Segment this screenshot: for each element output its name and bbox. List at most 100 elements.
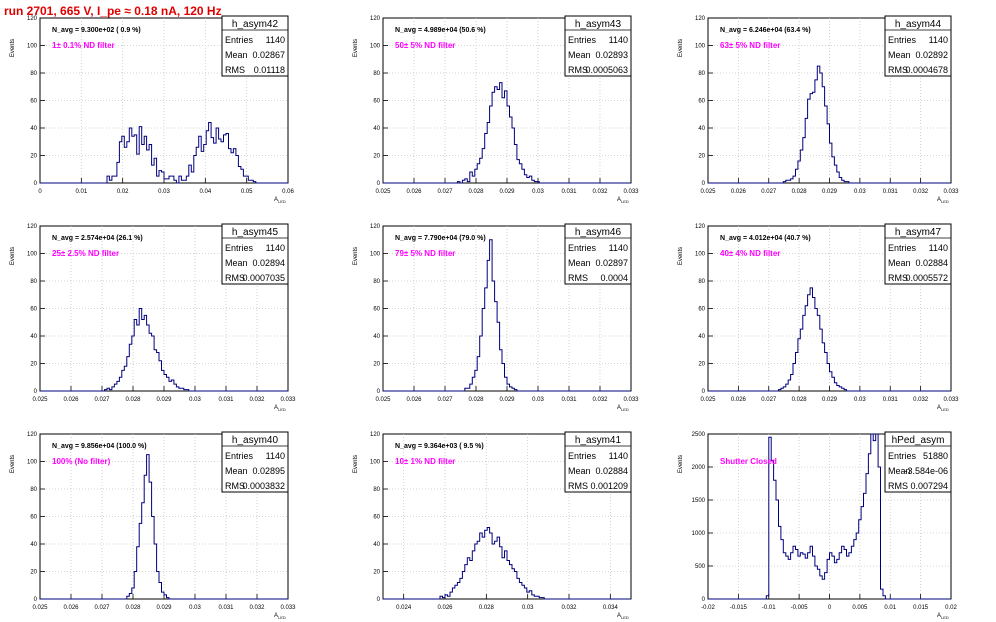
stats-box <box>564 15 632 77</box>
stat-value: 1140 <box>609 35 628 45</box>
stat-value: 1140 <box>266 243 285 253</box>
stat-value: 0.02892 <box>915 50 948 60</box>
x-tick-label: 0.029 <box>499 189 515 195</box>
stat-label: RMS <box>568 273 588 283</box>
y-tick-label: 60 <box>373 515 380 521</box>
stat-value: 0.02893 <box>595 50 628 60</box>
x-tick-label: 0.025 <box>375 397 391 403</box>
histogram-panel-h_asym40: 0.025 0.026 0.027 0.028 0.029 0.03 0.031 0.032 0… <box>10 431 296 620</box>
stats-box <box>221 15 289 77</box>
y-tick-label: 120 <box>27 432 38 438</box>
x-axis-label: A <box>274 613 278 619</box>
navg-label: N_avg = 4.012e+04 (40.7 %) <box>720 235 811 242</box>
y-tick-label: 40 <box>698 334 705 340</box>
navg-label: N_avg = 4.989e+04 (50.6 %) <box>395 27 486 34</box>
stat-value: 0.02884 <box>915 258 948 268</box>
stats-box <box>564 431 632 493</box>
y-tick-label: 120 <box>27 16 38 22</box>
y-tick-label: 80 <box>30 487 37 493</box>
stat-value: 0.0007035 <box>242 273 285 283</box>
x-tick-label: 0.028 <box>468 189 484 195</box>
y-tick-label: 0 <box>377 597 381 603</box>
x-axis-label-subscript: LED <box>621 199 629 204</box>
histogram-series <box>708 65 951 184</box>
x-tick-label: 0.031 <box>883 189 899 195</box>
histogram-name: h_asym41 <box>575 435 622 446</box>
stat-value: 0.02895 <box>252 466 285 476</box>
y-tick-label: 0 <box>34 181 38 187</box>
y-tick-label: 80 <box>30 71 37 77</box>
x-tick-label: 0.03 <box>854 189 866 195</box>
y-tick-label: 40 <box>30 126 37 132</box>
x-axis-label-subscript: LED <box>621 615 629 620</box>
stat-value: 0.0004 <box>600 273 628 283</box>
x-tick-label: 0.031 <box>883 397 899 403</box>
y-axis-label: Events <box>10 247 16 265</box>
histogram-series <box>40 454 288 600</box>
navg-label: N_avg = 9.856e+04 (100.0 %) <box>52 443 147 450</box>
histogram-series <box>40 308 288 392</box>
stat-label: Mean <box>888 258 911 268</box>
x-tick-label: -0.015 <box>730 605 748 611</box>
x-tick-label: 0.02 <box>117 189 129 195</box>
run-title: run 2701, 665 V, I_pe ≈ 0.18 nA, 120 Hz <box>4 4 222 18</box>
y-tick-label: 20 <box>30 570 37 576</box>
x-tick-label: 0.026 <box>731 189 747 195</box>
filter-label: 50± 5% ND filter <box>395 41 455 50</box>
histogram-series <box>40 122 288 184</box>
y-tick-label: 100 <box>695 252 706 258</box>
x-tick-label: 0.029 <box>822 397 838 403</box>
y-tick-label: 2000 <box>692 465 706 471</box>
x-tick-label: 0.03 <box>522 605 534 611</box>
filter-label: 25± 2.5% ND filter <box>52 249 119 258</box>
x-tick-label: 0.028 <box>125 605 141 611</box>
x-tick-label: 0.033 <box>943 189 959 195</box>
x-tick-label: 0.032 <box>561 605 577 611</box>
x-tick-label: 0.028 <box>468 397 484 403</box>
x-axis-label: A <box>937 613 941 619</box>
x-tick-label: 0.032 <box>249 605 265 611</box>
navg-label: N_avg = 9.300e+02 ( 0.9 %) <box>52 27 141 34</box>
y-tick-label: 80 <box>698 71 705 77</box>
y-tick-label: 0 <box>377 181 381 187</box>
x-tick-label: 0.032 <box>249 397 265 403</box>
y-tick-label: 0 <box>702 389 706 395</box>
y-tick-label: 60 <box>373 307 380 313</box>
y-tick-label: 80 <box>373 487 380 493</box>
histogram-name: hPed_asym <box>892 435 945 446</box>
histogram-name: h_asym47 <box>895 227 942 238</box>
y-tick-label: 20 <box>698 154 705 160</box>
stat-label: RMS <box>568 481 588 491</box>
filter-label: 10± 1% ND filter <box>395 457 455 466</box>
y-axis-label: Events <box>678 39 684 57</box>
y-tick-label: 120 <box>370 432 381 438</box>
stat-label: Mean <box>225 466 248 476</box>
filter-label: 100% (No filter) <box>52 457 111 466</box>
y-axis-label: Events <box>10 39 16 57</box>
filter-label: Shutter Closed <box>720 457 777 466</box>
histogram-series <box>708 287 951 392</box>
stat-label: Entries <box>568 243 597 253</box>
y-tick-label: 0 <box>34 389 38 395</box>
x-tick-label: 0.026 <box>63 605 79 611</box>
stat-value: 0.02897 <box>595 258 628 268</box>
x-tick-label: 0.027 <box>437 397 453 403</box>
y-tick-label: 60 <box>698 307 705 313</box>
stat-label: RMS <box>225 273 245 283</box>
stat-value: 0.0004678 <box>905 65 948 75</box>
stat-label: Mean <box>568 466 591 476</box>
y-tick-label: 60 <box>373 99 380 105</box>
y-tick-label: 60 <box>698 99 705 105</box>
y-tick-label: 20 <box>30 362 37 368</box>
stat-label: Entries <box>888 451 917 461</box>
y-tick-label: 1000 <box>692 531 706 537</box>
y-tick-label: 0 <box>377 389 381 395</box>
stat-value: 1140 <box>609 243 628 253</box>
x-tick-label: 0.025 <box>32 397 48 403</box>
x-tick-label: 0.026 <box>406 397 422 403</box>
y-tick-label: 80 <box>373 279 380 285</box>
x-axis-label-subscript: LED <box>941 615 949 620</box>
x-tick-label: 0.01 <box>75 189 87 195</box>
histogram-panel-h_asym41: 0.024 0.026 0.028 0.03 0.032 0.034 0 20 40 60 80 10… <box>353 431 632 620</box>
stat-value: -3.584e-06 <box>904 466 948 476</box>
